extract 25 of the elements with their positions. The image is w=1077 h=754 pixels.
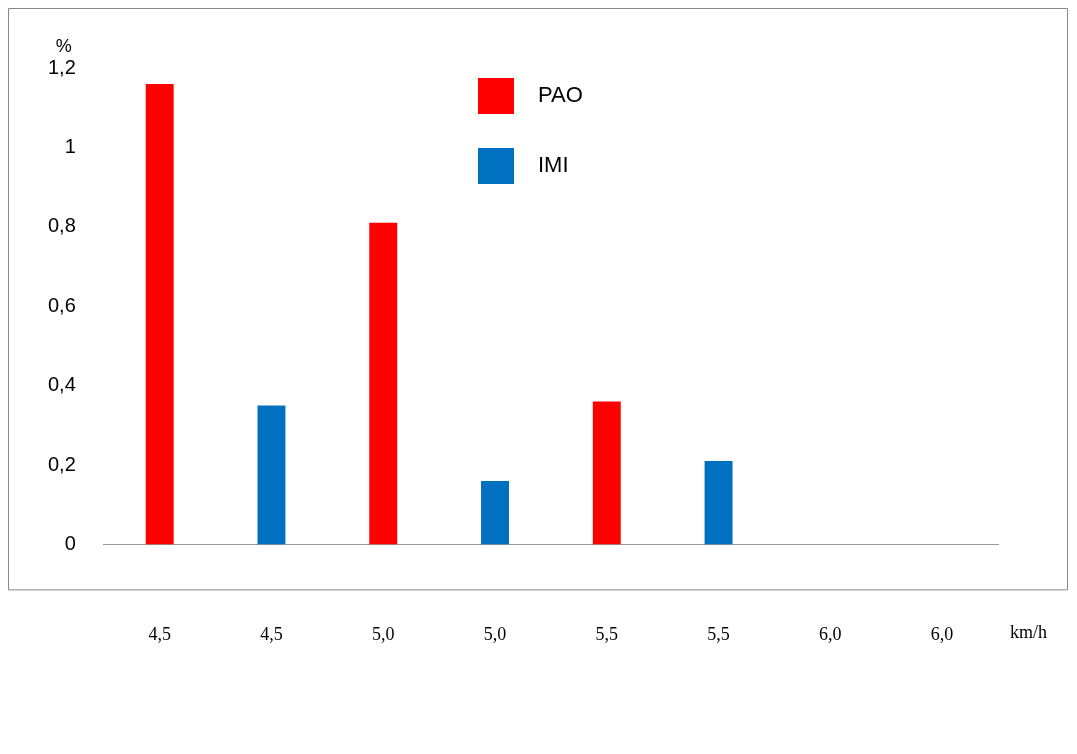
x-tick-label: 5,0 — [483, 623, 507, 644]
x-tick-label: 5,5 — [707, 623, 730, 644]
bar — [145, 83, 174, 545]
x-tick-label: 6,0 — [930, 623, 954, 644]
x-tick-label: 6,0 — [819, 623, 842, 644]
y-tick-label: 0,8 — [47, 214, 76, 237]
y-axis-title: % — [55, 36, 72, 56]
y-tick-label: 0,2 — [47, 452, 76, 475]
bar — [592, 401, 621, 545]
bar — [481, 480, 509, 545]
bar — [369, 222, 398, 545]
bar — [257, 405, 286, 545]
legend-label: IMI — [538, 152, 569, 178]
y-tick-label: 0,6 — [47, 293, 76, 316]
y-tick-label: 1 — [64, 134, 76, 157]
x-axis-title: km/h — [1010, 622, 1048, 643]
x-tick-label: 5,0 — [371, 623, 395, 644]
y-tick-label: 0 — [64, 531, 76, 554]
bar — [704, 461, 733, 545]
y-tick-label: 0,4 — [47, 373, 76, 396]
x-tick-label: 4,5 — [260, 623, 283, 644]
legend-label: PAO — [538, 82, 583, 108]
x-tick-label: 5,5 — [595, 623, 619, 644]
y-tick-label: 1,2 — [47, 55, 76, 78]
x-tick-label: 4,5 — [148, 623, 171, 644]
